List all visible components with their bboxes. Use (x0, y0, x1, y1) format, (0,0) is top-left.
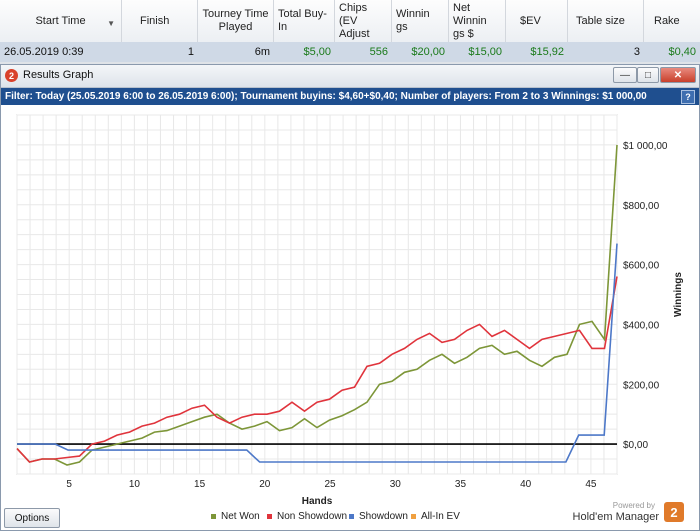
x-axis-label: Hands (302, 496, 333, 505)
series-line-non-showdown (16, 276, 618, 463)
x-tick-label: 10 (129, 479, 141, 490)
legend-swatch (267, 514, 272, 519)
filter-text: Filter: Today (25.05.2019 6:00 to 26.05.… (5, 91, 647, 102)
y-tick-label: $800,00 (623, 201, 660, 212)
brand-name: Hold'em Manager (572, 511, 659, 523)
col-finish[interactable]: Finish (122, 0, 198, 42)
series-line-showdown (17, 243, 618, 463)
close-button[interactable]: ✕ (660, 67, 696, 83)
x-tick-label: 35 (455, 479, 467, 490)
results-table: Start Time ▼ Finish Tourney Time Played T… (0, 0, 700, 62)
col-rake[interactable]: Rake (654, 14, 680, 27)
legend-net-won[interactable]: Net Won (211, 511, 260, 522)
x-tick-label: 30 (390, 479, 402, 490)
x-tick-label: 25 (324, 479, 336, 490)
sort-desc-icon: ▼ (107, 19, 115, 28)
col-net-winnings[interactable]: Net Winnin gs $ (449, 0, 506, 42)
help-icon[interactable]: ? (681, 90, 695, 104)
cell-net-winnings: $15,00 (468, 46, 502, 58)
y-tick-label: $400,00 (623, 320, 660, 331)
x-tick-label: 5 (66, 479, 72, 490)
x-tick-label: 20 (259, 479, 271, 490)
cell-chips: 556 (369, 46, 388, 58)
x-tick-label: 15 (194, 479, 206, 490)
y-axis-label: Winnings (673, 272, 684, 317)
legend-swatch (411, 514, 416, 519)
table-header: Start Time ▼ Finish Tourney Time Played T… (0, 0, 700, 43)
results-graph-window: 2 Results Graph — □ ✕ Filter: Today (25.… (0, 64, 700, 531)
y-tick-label: $200,00 (623, 380, 660, 391)
legend-all-in-ev[interactable]: All-In EV (411, 511, 460, 522)
cell-table-size: 3 (633, 46, 640, 58)
y-tick-label: $0,00 (623, 440, 648, 451)
legend-swatch (211, 514, 216, 519)
minimize-button[interactable]: — (613, 67, 637, 83)
table-row[interactable]: 26.05.2019 0:39 1 6m $5,00 556 $20,00 $1… (0, 42, 700, 62)
cell-ev: $15,92 (530, 46, 564, 58)
col-start-time[interactable]: Start Time ▼ (0, 0, 122, 42)
cell-winnings: $20,00 (411, 46, 445, 58)
y-tick-label: $600,00 (623, 261, 660, 272)
cell-finish: 1 (187, 46, 194, 58)
legend-showdown[interactable]: Showdown (349, 511, 408, 522)
col-table-size[interactable]: Table size (568, 0, 644, 42)
brand-logo-icon: 2 (664, 502, 684, 522)
x-tick-label: 40 (520, 479, 532, 490)
results-chart: 5 10 15 20 25 30 35 40 45 $0,00 $200,00 $400,00 $600… (16, 114, 684, 505)
cell-time-played: 6m (254, 46, 270, 58)
cell-start-time: 26.05.2019 0:39 (4, 46, 84, 58)
cell-rake: $0,40 (668, 46, 696, 58)
col-winnings[interactable]: Winnin gs (392, 0, 449, 42)
col-ev[interactable]: $EV (506, 0, 568, 42)
col-tourney-time[interactable]: Tourney Time Played (198, 0, 274, 42)
col-total-buyin[interactable]: Total Buy-In (274, 0, 335, 42)
options-button[interactable]: Options (4, 508, 60, 528)
col-chips[interactable]: Chips (EV Adjust (335, 0, 392, 42)
maximize-button[interactable]: □ (637, 67, 659, 83)
filter-bar: Filter: Today (25.05.2019 6:00 to 26.05.… (1, 88, 699, 105)
legend-swatch (349, 514, 354, 519)
x-tick-label: 45 (585, 479, 597, 490)
hm2-logo-icon: 2 (5, 69, 18, 82)
series-line-net-won (16, 144, 618, 466)
cell-total-buyin: $5,00 (303, 46, 331, 58)
y-tick-label: $1 000,00 (623, 141, 668, 152)
title-bar[interactable]: 2 Results Graph — □ ✕ (1, 65, 699, 88)
legend-non-showdown[interactable]: Non Showdown (267, 511, 347, 522)
powered-by-text: Powered by (612, 501, 655, 510)
window-title: Results Graph (23, 69, 94, 81)
